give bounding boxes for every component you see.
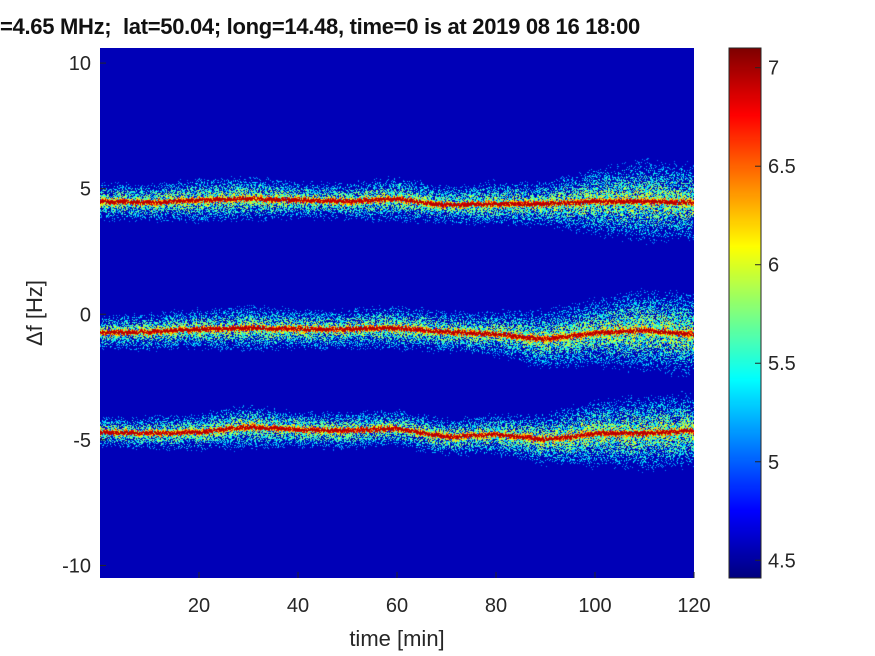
y-tick-label: 0 — [80, 304, 91, 326]
colorbar — [729, 48, 761, 578]
colorbar-tick-label: 5 — [768, 452, 779, 474]
y-tick-label: -5 — [73, 430, 91, 452]
y-tick-label: -10 — [62, 555, 91, 577]
colorbar-tick-label: 4.5 — [768, 550, 796, 572]
x-tick-label: 120 — [677, 595, 710, 617]
spectrogram-heatmap — [100, 48, 694, 578]
colorbar-tick-label: 5.5 — [768, 353, 796, 375]
colorbar-tick-label: 6.5 — [768, 156, 796, 178]
y-tick-label: 5 — [80, 179, 91, 201]
x-tick-label: 100 — [578, 595, 611, 617]
chart-title: =4.65 MHz; lat=50.04; long=14.48, time=0… — [0, 14, 640, 39]
y-axis-label: Δf [Hz] — [22, 280, 47, 346]
colorbar-tick-label: 6 — [768, 255, 779, 277]
x-tick-label: 40 — [287, 595, 309, 617]
x-tick-label: 20 — [188, 595, 210, 617]
x-axis-label: time [min] — [349, 626, 444, 651]
x-tick-label: 60 — [386, 595, 408, 617]
colorbar-tick-label: 7 — [768, 58, 779, 80]
colorbar-frame — [728, 47, 762, 579]
x-tick-label: 80 — [485, 595, 507, 617]
y-tick-label: 10 — [69, 53, 91, 75]
